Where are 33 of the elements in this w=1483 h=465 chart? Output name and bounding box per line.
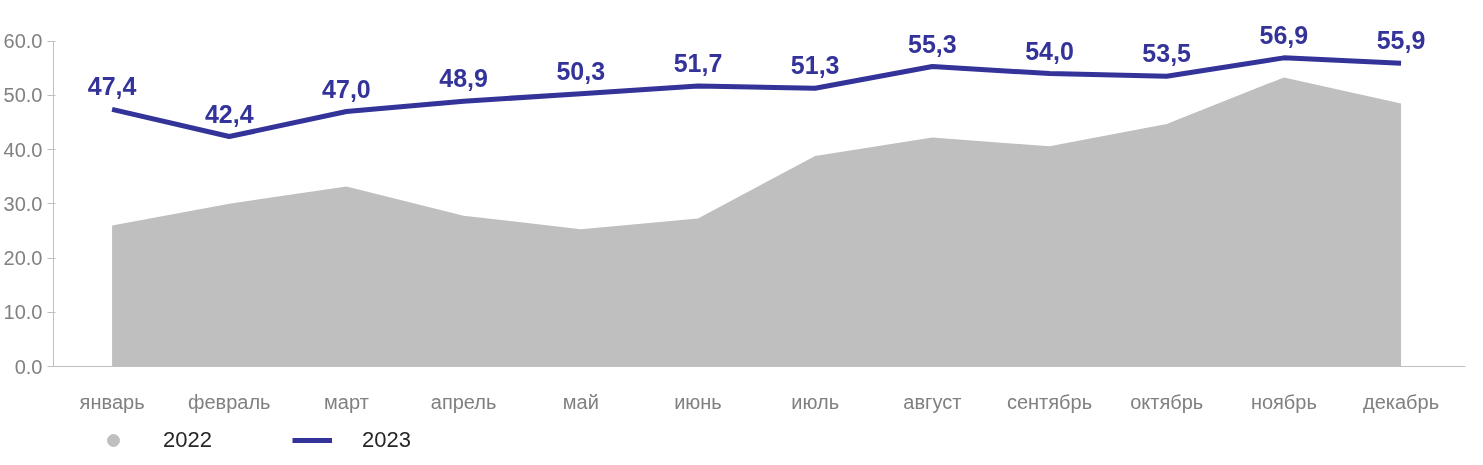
data-label: 55,9 <box>1376 26 1426 55</box>
x-tick-label: май <box>562 390 599 413</box>
y-tick-label: 0.0 <box>14 355 43 378</box>
y-tick-label: 10.0 <box>3 301 43 324</box>
data-label: 51,7 <box>673 49 723 78</box>
y-tick-label: 20.0 <box>3 247 43 270</box>
y-tick-label: 30.0 <box>3 192 43 215</box>
data-label: 53,5 <box>1142 39 1192 68</box>
data-label: 48,9 <box>439 64 488 93</box>
y-tick-label: 40.0 <box>3 138 43 161</box>
x-tick-label: февраль <box>188 390 271 413</box>
x-tick-label: март <box>324 390 369 413</box>
data-label: 56,9 <box>1259 20 1309 49</box>
x-tick-label: сентябрь <box>1006 390 1093 413</box>
x-tick-label: январь <box>79 390 145 413</box>
data-label: 50,3 <box>556 56 606 85</box>
x-tick-label: апрель <box>430 390 497 413</box>
x-tick-label: октябрь <box>1130 390 1204 413</box>
y-tick-label: 50.0 <box>3 84 43 107</box>
legend-label: 2022 <box>163 427 212 453</box>
y-tick-label: 60.0 <box>3 30 43 53</box>
x-tick-label: август <box>903 390 962 413</box>
x-tick-label: июль <box>791 390 840 413</box>
data-label: 51,3 <box>790 51 840 80</box>
x-tick-label: июнь <box>674 390 722 413</box>
data-label: 54,0 <box>1025 36 1074 65</box>
legend-label: 2023 <box>361 427 411 453</box>
x-tick-label: ноябрь <box>1250 390 1317 413</box>
data-label: 47,4 <box>87 72 137 101</box>
data-label: 55,3 <box>908 29 957 58</box>
data-label: 42,4 <box>204 99 254 128</box>
x-tick-label: декабрь <box>1363 390 1440 413</box>
data-label: 47,0 <box>322 74 371 103</box>
